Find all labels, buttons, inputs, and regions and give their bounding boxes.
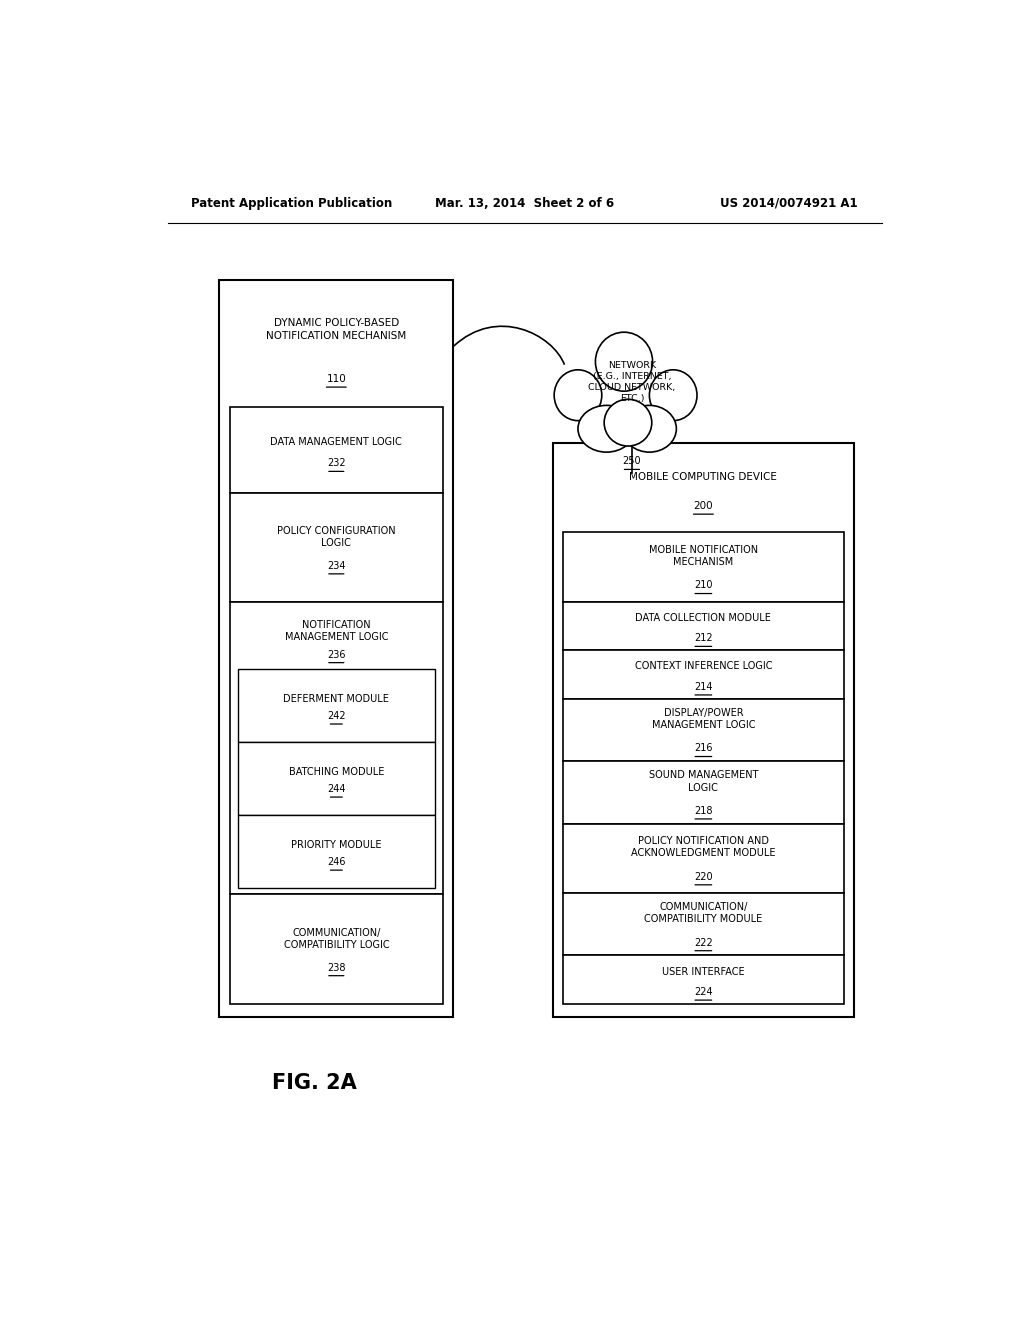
Text: MOBILE COMPUTING DEVICE: MOBILE COMPUTING DEVICE: [630, 471, 777, 482]
Ellipse shape: [554, 370, 602, 421]
FancyBboxPatch shape: [229, 492, 443, 602]
Text: 234: 234: [327, 561, 345, 570]
FancyBboxPatch shape: [563, 698, 844, 762]
Text: 220: 220: [694, 871, 713, 882]
Text: 246: 246: [327, 857, 345, 867]
Text: 224: 224: [694, 987, 713, 997]
Text: COMMUNICATION/
COMPATIBILITY MODULE: COMMUNICATION/ COMPATIBILITY MODULE: [644, 902, 763, 924]
Ellipse shape: [623, 405, 677, 453]
Text: POLICY NOTIFICATION AND
ACKNOWLEDGMENT MODULE: POLICY NOTIFICATION AND ACKNOWLEDGMENT M…: [631, 836, 775, 858]
Text: USER INTERFACE: USER INTERFACE: [663, 966, 744, 977]
Text: PRIORITY MODULE: PRIORITY MODULE: [291, 840, 382, 850]
Text: 232: 232: [327, 458, 346, 469]
Text: DYNAMIC POLICY-BASED
NOTIFICATION MECHANISM: DYNAMIC POLICY-BASED NOTIFICATION MECHAN…: [266, 318, 407, 341]
Text: 218: 218: [694, 805, 713, 816]
FancyBboxPatch shape: [563, 602, 844, 651]
FancyBboxPatch shape: [229, 408, 443, 492]
FancyBboxPatch shape: [238, 742, 435, 816]
Text: NETWORK
(E.G., INTERNET,
CLOUD NETWORK,
ETC.): NETWORK (E.G., INTERNET, CLOUD NETWORK, …: [589, 360, 676, 403]
Text: Mar. 13, 2014  Sheet 2 of 6: Mar. 13, 2014 Sheet 2 of 6: [435, 197, 614, 210]
Text: 238: 238: [327, 962, 345, 973]
Text: 110: 110: [327, 374, 346, 384]
Text: POLICY CONFIGURATION
LOGIC: POLICY CONFIGURATION LOGIC: [278, 527, 395, 549]
FancyBboxPatch shape: [219, 280, 454, 1018]
FancyBboxPatch shape: [563, 894, 844, 956]
FancyBboxPatch shape: [563, 532, 844, 602]
Text: Patent Application Publication: Patent Application Publication: [191, 197, 393, 210]
FancyBboxPatch shape: [238, 669, 435, 742]
Ellipse shape: [604, 399, 652, 446]
FancyBboxPatch shape: [238, 816, 435, 888]
FancyBboxPatch shape: [563, 824, 844, 894]
Text: NOTIFICATION
MANAGEMENT LOGIC: NOTIFICATION MANAGEMENT LOGIC: [285, 620, 388, 643]
Text: 210: 210: [694, 581, 713, 590]
Text: 244: 244: [327, 784, 345, 793]
Ellipse shape: [578, 405, 635, 453]
Text: DISPLAY/POWER
MANAGEMENT LOGIC: DISPLAY/POWER MANAGEMENT LOGIC: [651, 708, 755, 730]
Text: CONTEXT INFERENCE LOGIC: CONTEXT INFERENCE LOGIC: [635, 661, 772, 672]
Ellipse shape: [649, 370, 697, 421]
Text: 222: 222: [694, 937, 713, 948]
Text: US 2014/0074921 A1: US 2014/0074921 A1: [721, 197, 858, 210]
Text: BATCHING MODULE: BATCHING MODULE: [289, 767, 384, 776]
Text: DATA COLLECTION MODULE: DATA COLLECTION MODULE: [636, 612, 771, 623]
FancyBboxPatch shape: [563, 956, 844, 1005]
FancyBboxPatch shape: [563, 762, 844, 824]
FancyBboxPatch shape: [229, 895, 443, 1005]
Text: SOUND MANAGEMENT
LOGIC: SOUND MANAGEMENT LOGIC: [648, 770, 758, 792]
Text: DEFERMENT MODULE: DEFERMENT MODULE: [284, 693, 389, 704]
Text: 216: 216: [694, 743, 713, 754]
Text: FIG. 2A: FIG. 2A: [272, 1073, 357, 1093]
Text: 200: 200: [693, 502, 713, 511]
Text: 242: 242: [327, 711, 346, 721]
Text: MOBILE NOTIFICATION
MECHANISM: MOBILE NOTIFICATION MECHANISM: [649, 545, 758, 568]
Text: 236: 236: [327, 649, 345, 660]
FancyBboxPatch shape: [229, 602, 443, 895]
FancyBboxPatch shape: [563, 651, 844, 698]
Text: DATA MANAGEMENT LOGIC: DATA MANAGEMENT LOGIC: [270, 437, 402, 447]
Text: 250: 250: [623, 457, 641, 466]
Text: 214: 214: [694, 682, 713, 692]
Text: 212: 212: [694, 634, 713, 643]
FancyBboxPatch shape: [553, 444, 854, 1018]
Text: COMMUNICATION/
COMPATIBILITY LOGIC: COMMUNICATION/ COMPATIBILITY LOGIC: [284, 928, 389, 950]
Ellipse shape: [595, 333, 652, 391]
